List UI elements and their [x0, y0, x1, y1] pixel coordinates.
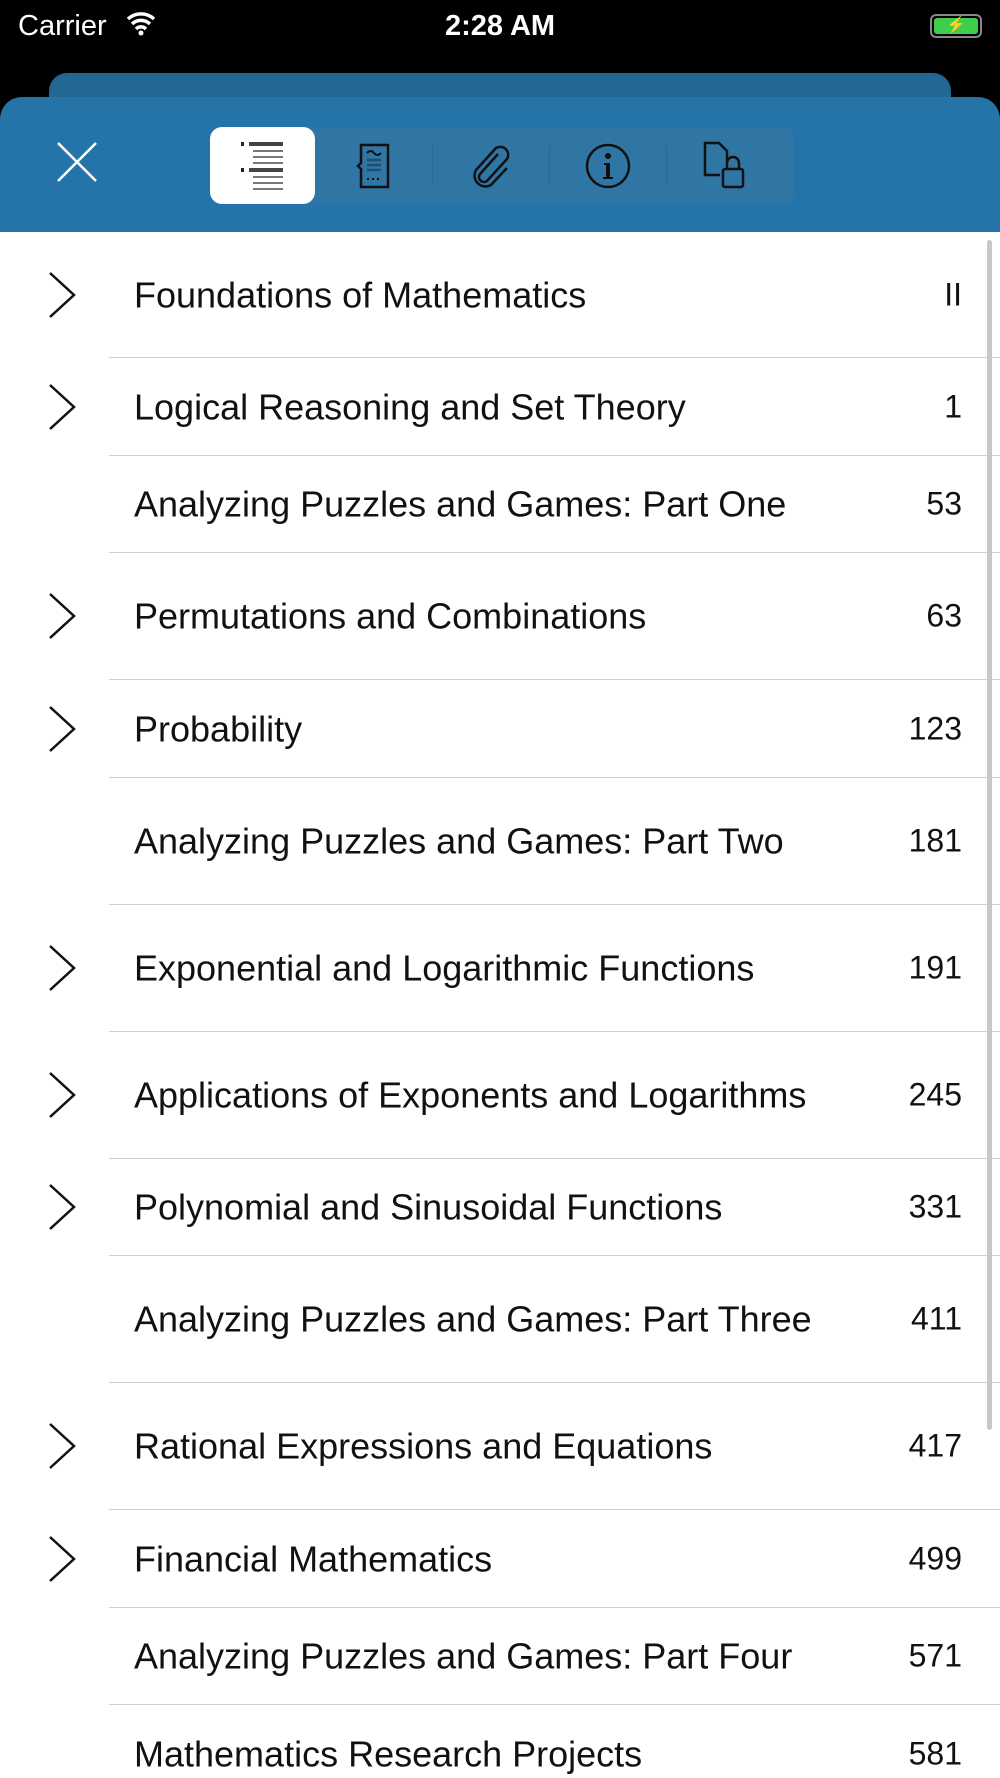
- table-of-contents-list: Foundations of Mathematics II Logical Reas…: [0, 232, 1000, 1778]
- toc-page-number: 1: [944, 388, 962, 424]
- chevron-right-icon[interactable]: [48, 1183, 76, 1231]
- chevron-right-icon[interactable]: [48, 383, 76, 431]
- battery-icon: ⚡: [930, 14, 982, 38]
- tab-attachments[interactable]: [432, 127, 549, 204]
- toc-page-number: 499: [908, 1540, 962, 1576]
- chevron-right-icon[interactable]: [48, 944, 76, 992]
- tab-info[interactable]: [549, 127, 666, 204]
- status-bar: Carrier 2:28 AM ⚡: [0, 0, 1000, 60]
- toc-row[interactable]: Exponential and Logarithmic Functions 191: [49, 905, 1000, 1032]
- toc-title: Permutations and Combinations: [134, 595, 647, 637]
- toc-row[interactable]: Polynomial and Sinusoidal Functions 331: [49, 1159, 1000, 1256]
- toc-row[interactable]: Analyzing Puzzles and Games: Part Two 181: [109, 778, 1000, 905]
- chevron-right-icon[interactable]: [48, 1071, 76, 1119]
- table-of-contents-icon: [240, 141, 283, 190]
- carrier-label: Carrier: [18, 10, 107, 42]
- view-tabs: [210, 127, 794, 204]
- toc-title: Analyzing Puzzles and Games: Part Four: [134, 1635, 793, 1677]
- toc-row[interactable]: Rational Expressions and Equations 417: [49, 1383, 1000, 1510]
- toc-page-number: 417: [908, 1427, 962, 1464]
- toc-title: Financial Mathematics: [134, 1538, 493, 1579]
- toc-title: Logical Reasoning and Set Theory: [134, 386, 686, 427]
- toc-row[interactable]: Probability 123: [49, 680, 1000, 778]
- chevron-right-icon[interactable]: [48, 1422, 76, 1470]
- clock: 2:28 AM: [444, 10, 556, 42]
- toc-page-number: 123: [908, 710, 962, 746]
- toc-row[interactable]: Analyzing Puzzles and Games: Part Three 4…: [109, 1256, 1000, 1383]
- toc-title: Probability: [134, 708, 303, 749]
- toc-title: Analyzing Puzzles and Games: Part Two: [134, 820, 784, 862]
- toolbar: [0, 97, 1000, 232]
- toc-page-number: 331: [908, 1188, 962, 1225]
- wifi-icon: [126, 12, 156, 36]
- info-icon: [585, 143, 630, 188]
- chevron-right-icon[interactable]: [48, 592, 76, 640]
- toc-page-number: 571: [908, 1637, 962, 1674]
- toc-title: Mathematics Research Projects: [134, 1733, 643, 1775]
- attachments-icon: [472, 145, 509, 188]
- security-icon: [703, 141, 744, 188]
- toc-page-number: 581: [908, 1735, 962, 1772]
- tab-security[interactable]: [666, 127, 783, 204]
- toc-row[interactable]: Mathematics Research Projects 581: [109, 1705, 1000, 1778]
- close-icon[interactable]: [56, 141, 98, 183]
- toc-row[interactable]: Analyzing Puzzles and Games: Part One 53: [109, 456, 1000, 553]
- toc-title: Polynomial and Sinusoidal Functions: [134, 1186, 723, 1228]
- toc-page-number: 191: [908, 949, 962, 986]
- toc-page-number: 411: [910, 1300, 962, 1337]
- toc-page-number: II: [944, 276, 962, 312]
- toc-title: Analyzing Puzzles and Games: Part Three: [134, 1298, 812, 1340]
- toc-page-number: 245: [908, 1076, 962, 1113]
- toc-title: Foundations of Mathematics: [134, 274, 587, 315]
- toc-title: Exponential and Logarithmic Functions: [134, 947, 755, 989]
- tab-annotations[interactable]: [315, 127, 432, 204]
- toc-row[interactable]: Logical Reasoning and Set Theory 1: [49, 358, 1000, 456]
- toc-title: Analyzing Puzzles and Games: Part One: [134, 483, 787, 525]
- toc-title: Applications of Exponents and Logarithms: [134, 1074, 807, 1116]
- annotations-icon: [355, 143, 389, 188]
- toc-page-number: 181: [908, 822, 962, 859]
- scrollbar[interactable]: [987, 240, 992, 1430]
- chevron-right-icon[interactable]: [48, 271, 76, 319]
- chevron-right-icon[interactable]: [48, 705, 76, 753]
- toc-page-number: 63: [926, 597, 962, 634]
- toc-row[interactable]: Financial Mathematics 499: [49, 1510, 1000, 1608]
- chevron-right-icon[interactable]: [48, 1535, 76, 1583]
- tab-outline[interactable]: [210, 127, 315, 204]
- toc-row[interactable]: Foundations of Mathematics II: [49, 232, 1000, 358]
- toc-page-number: 53: [926, 485, 962, 522]
- toc-title: Rational Expressions and Equations: [134, 1425, 713, 1467]
- toc-row[interactable]: Applications of Exponents and Logarithms…: [49, 1032, 1000, 1159]
- toc-row[interactable]: Analyzing Puzzles and Games: Part Four 57…: [109, 1608, 1000, 1705]
- toc-row[interactable]: Permutations and Combinations 63: [49, 553, 1000, 680]
